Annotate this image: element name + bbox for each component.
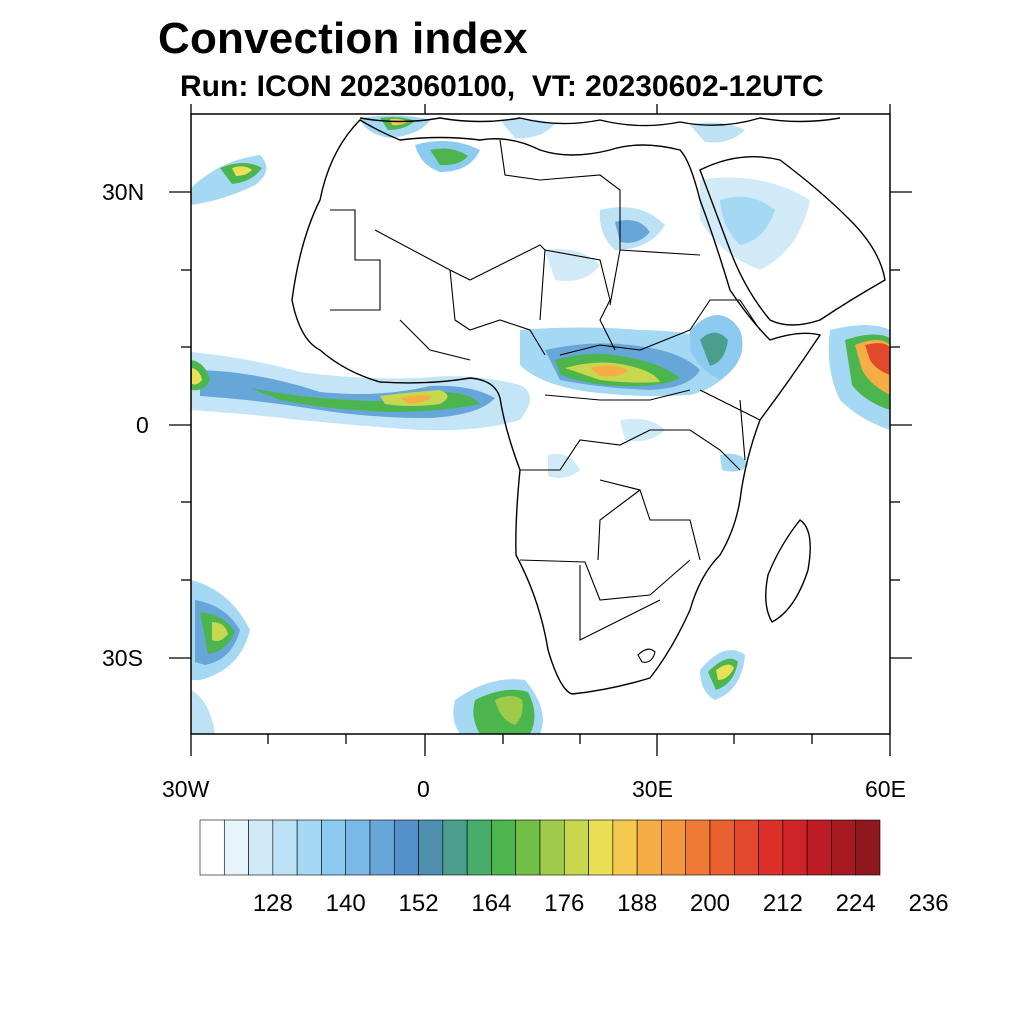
colorbar-label: 212 — [762, 890, 803, 917]
colorbar-swatch — [345, 819, 371, 876]
colorbar-swatch — [466, 819, 492, 876]
colorbar-swatch — [248, 819, 274, 876]
colorbar-swatch — [321, 819, 347, 876]
europe-coastline — [359, 117, 841, 127]
colorbar-label: 236 — [908, 890, 949, 917]
lon-tick-0: 0 — [417, 776, 430, 802]
colorbar-label: 152 — [398, 890, 439, 917]
colorbar-swatch — [393, 819, 419, 876]
lesotho-border — [637, 648, 656, 663]
lon-tick-30w: 30W — [162, 776, 210, 802]
africa-coastline — [291, 119, 822, 695]
madagascar-coastline — [765, 519, 811, 623]
colorbar — [199, 819, 881, 876]
convection-field — [191, 115, 890, 734]
colorbar-label: 224 — [835, 890, 876, 917]
map-boundaries — [291, 117, 886, 695]
colorbar-label: 164 — [471, 890, 512, 917]
colorbar-swatch — [442, 819, 468, 876]
colorbar-swatch — [223, 819, 249, 876]
colorbar-swatch — [855, 819, 881, 876]
axis-ticks — [169, 104, 912, 756]
colorbar-swatch — [515, 819, 541, 876]
colorbar-swatch — [612, 819, 638, 876]
colorbar-swatch — [369, 819, 395, 876]
colorbar-label: 128 — [252, 890, 293, 917]
colorbar-swatch — [758, 819, 784, 876]
colorbar-swatch — [588, 819, 614, 876]
lat-tick-30s: 30S — [102, 645, 143, 671]
lat-tick-30n: 30N — [102, 179, 145, 205]
colorbar-swatch — [733, 819, 759, 876]
colorbar-swatch — [782, 819, 808, 876]
map-frame — [190, 113, 891, 735]
colorbar-label: 176 — [544, 890, 585, 917]
colorbar-label: 140 — [325, 890, 366, 917]
colorbar-swatch — [296, 819, 322, 876]
colorbar-swatch — [418, 819, 444, 876]
colorbar-swatch — [831, 819, 857, 876]
colorbar-swatch — [539, 819, 565, 876]
arabia-coastline — [699, 156, 886, 326]
chart-title: Convection index — [158, 14, 528, 63]
lon-tick-60e: 60E — [865, 776, 906, 802]
country-borders — [330, 139, 761, 641]
colorbar-swatch — [636, 819, 662, 876]
colorbar-label: 188 — [617, 890, 658, 917]
chart-subtitle: Run: ICON 2023060100, VT: 20230602-12UTC — [180, 70, 824, 103]
colorbar-swatch — [806, 819, 832, 876]
colorbar-swatch — [685, 819, 711, 876]
colorbar-label: 200 — [689, 890, 731, 917]
colorbar-swatch — [491, 819, 517, 876]
lat-tick-0: 0 — [136, 412, 149, 438]
convection-north-atlantic — [191, 155, 267, 205]
lon-tick-30e: 30E — [632, 776, 673, 802]
colorbar-swatch — [563, 819, 589, 876]
colorbar-swatch — [272, 819, 298, 876]
colorbar-swatch — [199, 819, 225, 876]
colorbar-swatch — [661, 819, 687, 876]
colorbar-swatch — [709, 819, 735, 876]
